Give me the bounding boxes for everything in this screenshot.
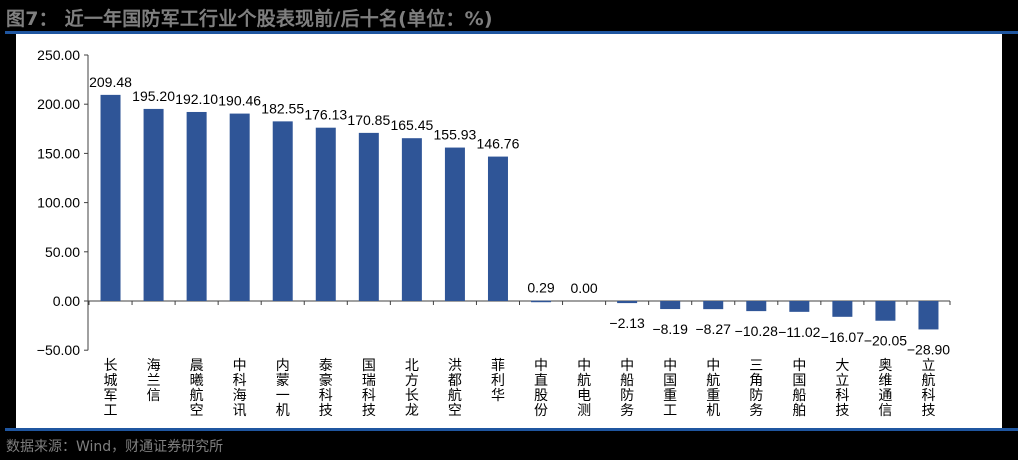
bar-value-label: 0.00 [570, 280, 597, 296]
bar [789, 301, 810, 312]
bar [703, 301, 724, 310]
x-category-label: 中航电测 [577, 358, 592, 419]
bar-value-label: −2.13 [609, 315, 645, 331]
x-category-label: 菲利华 [490, 358, 505, 404]
x-category-label: 奥维通信 [878, 358, 893, 419]
bar [143, 108, 164, 301]
y-tick-label: 250.00 [37, 47, 80, 63]
bar [315, 127, 336, 301]
y-tick-label: 0.00 [53, 293, 80, 309]
y-tick-label: 200.00 [37, 96, 80, 112]
x-category-label: 中国船舶 [792, 358, 807, 419]
bar-value-label: −28.90 [907, 341, 950, 357]
bar-value-label: 209.48 [89, 74, 132, 90]
x-category-label: 中科海讯 [232, 358, 247, 419]
bottom-rule [5, 428, 1018, 431]
x-category-label: 中直股份 [534, 358, 549, 419]
bar [272, 121, 293, 302]
bar [444, 147, 465, 301]
bar-value-label: 170.85 [347, 112, 390, 128]
top-rule [5, 31, 1018, 34]
bar-value-label: 176.13 [304, 107, 347, 123]
bar [875, 301, 896, 321]
y-tick-label: 50.00 [45, 244, 80, 260]
source-note: 数据来源：Wind，财通证券研究所 [6, 439, 224, 455]
bar-value-label: −8.19 [652, 321, 688, 337]
bar-value-label: 192.10 [175, 91, 218, 107]
bar-value-label: 155.93 [434, 127, 477, 143]
x-category-label: 海兰信 [146, 358, 161, 404]
chart-panel [16, 34, 1002, 428]
x-category-label: 三角防务 [749, 358, 764, 419]
x-category-label: 国瑞科技 [361, 358, 376, 419]
bar [918, 301, 939, 330]
x-category-label: 泰豪科技 [318, 358, 333, 419]
bar [186, 111, 207, 301]
bar [832, 301, 853, 317]
bar [229, 113, 250, 301]
bar [401, 138, 422, 301]
bar-value-label: −8.27 [696, 321, 732, 337]
bar [660, 301, 681, 310]
x-category-label: 北方长龙 [404, 358, 419, 419]
bar-value-label: 195.20 [132, 88, 175, 104]
bar [100, 94, 121, 302]
bar [531, 300, 552, 303]
x-category-label: 中航重机 [706, 358, 721, 419]
bar-value-label: −10.28 [735, 323, 778, 339]
bar [746, 301, 767, 312]
y-tick-label: 150.00 [37, 145, 80, 161]
bar-value-label: 146.76 [477, 136, 520, 152]
x-category-label: 立航科技 [921, 358, 936, 419]
x-category-label: 晨曦航空 [189, 358, 204, 419]
bar-value-label: −20.05 [864, 333, 907, 349]
x-category-label: 长城军工 [103, 358, 118, 419]
bar [487, 156, 508, 301]
bar-value-label: −11.02 [778, 324, 820, 340]
x-category-label: 中国重工 [663, 358, 678, 419]
bar [617, 301, 638, 304]
y-tick-label: 100.00 [37, 195, 80, 211]
figure-title: 图7： 近一年国防军工行业个股表现前/后十名(单位：%) [6, 8, 493, 30]
bar-value-label: 0.29 [527, 280, 554, 296]
bar [358, 132, 379, 301]
bar-value-label: −16.07 [821, 329, 864, 345]
x-category-label: 大立科技 [835, 358, 850, 419]
x-category-label: 内蒙一机 [275, 358, 290, 419]
bar-value-label: 182.55 [261, 100, 304, 116]
bar-value-label: 165.45 [390, 117, 433, 133]
x-category-label: 中船防务 [620, 358, 635, 419]
bar-value-label: 190.46 [218, 93, 261, 109]
y-tick-label: −50.00 [37, 342, 80, 358]
x-category-label: 洪都航空 [447, 358, 462, 419]
